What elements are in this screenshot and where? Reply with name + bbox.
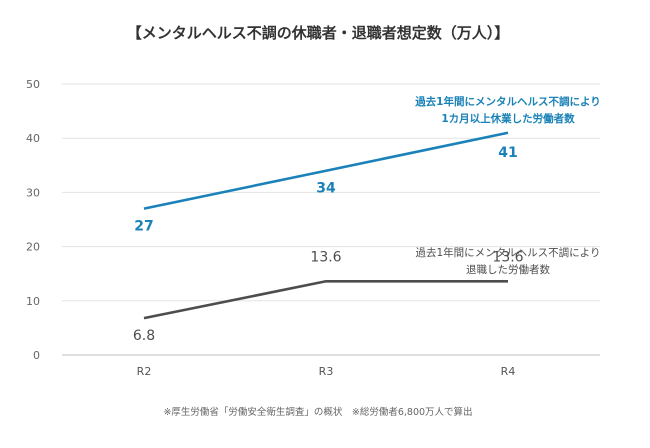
- data-label: 13.6: [310, 249, 341, 265]
- series-annotations: 過去1年間にメンタルヘルス不調により1カ月以上休業した労働者数過去1年間にメンタ…: [414, 95, 601, 276]
- axes: 0 10 20 30 40 50 R2 R3 R4: [26, 78, 515, 378]
- data-label: 6.8: [133, 328, 155, 344]
- data-label: 27: [134, 219, 153, 235]
- data-label: 41: [498, 145, 517, 161]
- chart-title: 【メンタルヘルス不調の休職者・退職者想定数（万人）】: [127, 24, 510, 42]
- y-tick-label: 50: [26, 78, 40, 91]
- series-line-2: [143, 279, 508, 320]
- x-tick-label: R2: [137, 365, 152, 378]
- series-line-1: [143, 131, 509, 210]
- data-label: 34: [316, 181, 336, 197]
- y-tick-label: 0: [33, 349, 40, 362]
- series-name-label: 1カ月以上休業した労働者数: [441, 112, 575, 125]
- series-lines: [143, 131, 509, 320]
- x-tick-label: R4: [501, 365, 516, 378]
- x-tick-label: R3: [319, 365, 334, 378]
- data-label: 13.6: [492, 249, 523, 265]
- gridlines: [62, 83, 600, 356]
- y-tick-label: 10: [26, 295, 40, 308]
- footnote: ※厚生労働省「労働安全衛生調査」の概状 ※総労働者6,800万人で算出: [163, 406, 472, 418]
- series-name-label: 過去1年間にメンタルヘルス不調により: [414, 95, 601, 108]
- series-name-label: 過去1年間にメンタルヘルス不調により: [416, 246, 601, 259]
- series-name-label: 退職した労働者数: [466, 263, 550, 276]
- y-tick-label: 40: [26, 132, 40, 145]
- y-tick-label: 20: [26, 241, 40, 254]
- data-labels: 27 34 41 6.8 13.6 13.6: [133, 145, 524, 344]
- y-tick-label: 30: [26, 186, 40, 199]
